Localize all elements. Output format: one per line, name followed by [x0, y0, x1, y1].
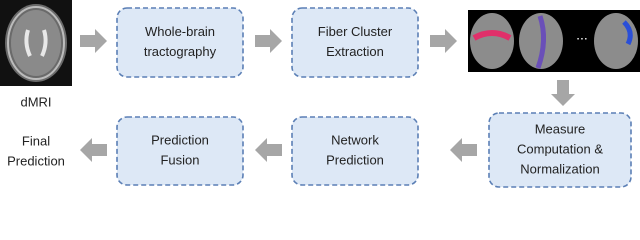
box-label: Normalization: [520, 161, 599, 176]
box-label: Fusion: [160, 152, 199, 167]
process-box: [116, 116, 244, 186]
process-box: [291, 7, 419, 78]
box-label: tractography: [144, 44, 217, 59]
process-box: [116, 7, 244, 78]
box-label: Computation &: [517, 141, 603, 156]
output-label: Prediction: [7, 153, 65, 168]
box-label: Extraction: [326, 44, 384, 59]
pipeline-diagram: dMRI ... Whole-brain tractography Fiber Cl…: [0, 0, 640, 188]
arrow: [80, 29, 107, 53]
box-label: Whole-brain: [145, 24, 215, 39]
output-label: Final: [22, 133, 50, 148]
process-box: [488, 112, 632, 188]
box-label: Prediction: [151, 132, 209, 147]
box-label: Measure: [535, 121, 586, 136]
process-box: [291, 116, 419, 186]
box-label: Prediction: [326, 152, 384, 167]
input-label: dMRI: [20, 94, 51, 109]
arrow: [450, 138, 477, 162]
arrow: [430, 29, 457, 53]
box-label: Network: [331, 132, 379, 147]
dmri-image: [0, 0, 72, 86]
arrow: [255, 138, 282, 162]
box-label: Fiber Cluster: [318, 24, 393, 39]
fiber-cluster-images: [468, 10, 640, 72]
arrow: [80, 138, 107, 162]
ellipsis: ...: [576, 27, 588, 43]
arrow: [551, 80, 575, 106]
arrow: [255, 29, 282, 53]
